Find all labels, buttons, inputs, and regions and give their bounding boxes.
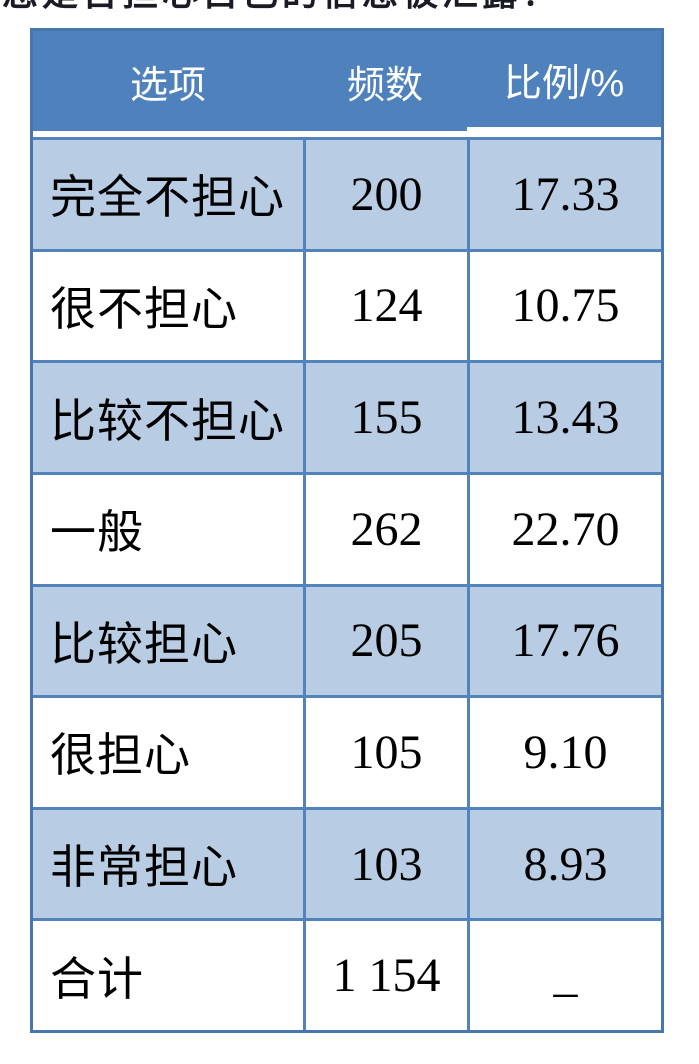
table-row: 非常担心 103 8.93 bbox=[33, 806, 661, 919]
clipped-caption-text: 您是否担心自己的信息被泄露？ bbox=[2, 0, 642, 12]
percentage-cell: 9.10 bbox=[467, 698, 661, 807]
frequency-cell: 262 bbox=[303, 474, 467, 584]
frequency-cell: 105 bbox=[303, 698, 467, 807]
table-row: 很不担心 124 10.75 bbox=[33, 248, 661, 361]
header-cell-percentage: 比例/% bbox=[467, 31, 661, 127]
frequency-cell: 1 154 bbox=[303, 921, 467, 1030]
option-cell: 比较不担心 bbox=[33, 363, 303, 472]
table-row: 完全不担心 200 17.33 bbox=[33, 137, 661, 249]
option-cell: 完全不担心 bbox=[33, 140, 303, 249]
frequency-table: 选项 频数 比例/% 完全不担心 200 17.33 很不担心 124 10.75 比较不担… bbox=[30, 28, 664, 1033]
percentage-cell: 17.76 bbox=[467, 586, 661, 696]
percentage-cell: 8.93 bbox=[467, 809, 661, 919]
table-row: 比较担心 205 17.76 bbox=[33, 583, 661, 696]
frequency-cell: 103 bbox=[303, 809, 467, 919]
frequency-cell: 155 bbox=[303, 363, 467, 472]
header-cell-option: 选项 bbox=[33, 31, 303, 131]
percentage-cell: _ bbox=[467, 921, 661, 1030]
frequency-cell: 200 bbox=[303, 140, 467, 249]
frequency-cell: 205 bbox=[303, 586, 467, 696]
option-cell: 一般 bbox=[33, 474, 303, 584]
clipped-caption: 您是否担心自己的信息被泄露？ bbox=[2, 0, 642, 13]
option-cell: 比较担心 bbox=[33, 586, 303, 696]
percentage-cell: 22.70 bbox=[467, 474, 661, 584]
table-row: 比较不担心 155 13.43 bbox=[33, 360, 661, 472]
option-cell: 合计 bbox=[33, 921, 303, 1030]
header-cell-frequency: 频数 bbox=[303, 31, 467, 131]
percentage-cell: 10.75 bbox=[467, 251, 661, 361]
percentage-cell: 13.43 bbox=[467, 363, 661, 472]
table-body: 完全不担心 200 17.33 很不担心 124 10.75 比较不担心 155 13.43 一般… bbox=[33, 137, 661, 1030]
table-row: 很担心 105 9.10 bbox=[33, 695, 661, 807]
table-header-row: 选项 频数 比例/% bbox=[33, 31, 661, 137]
table-row: 合计 1 154 _ bbox=[33, 918, 661, 1030]
option-cell: 非常担心 bbox=[33, 809, 303, 919]
option-cell: 很不担心 bbox=[33, 251, 303, 361]
percentage-cell: 17.33 bbox=[467, 140, 661, 249]
frequency-cell: 124 bbox=[303, 251, 467, 361]
table-row: 一般 262 22.70 bbox=[33, 471, 661, 584]
option-cell: 很担心 bbox=[33, 698, 303, 807]
